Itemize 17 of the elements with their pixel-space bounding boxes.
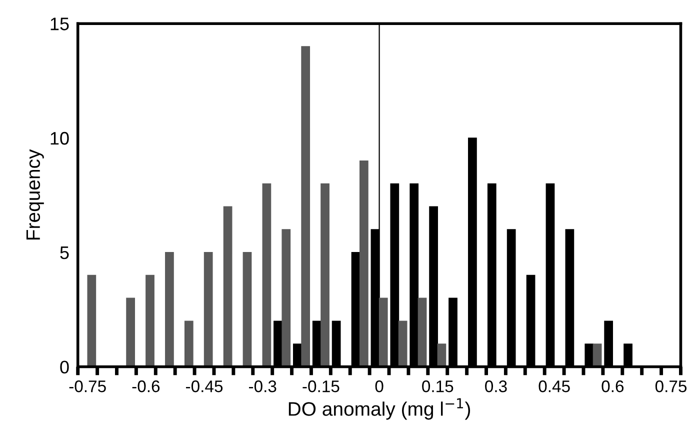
y-tick-label: 5 — [60, 246, 69, 260]
x-tick-label: 0.15 — [422, 380, 454, 392]
x-tick-label: 0.3 — [485, 380, 507, 392]
x-tick-label: -0.3 — [248, 380, 276, 392]
y-tick-label: 10 — [50, 132, 69, 145]
y-tick-label: 0 — [60, 360, 69, 374]
x-tick-label: 0.75 — [655, 380, 687, 392]
x-tick-label: 0.45 — [538, 380, 570, 392]
x-tick-label: 0 — [375, 380, 384, 392]
y-tick-label: 15 — [50, 18, 69, 30]
x-tick-label: -0.75 — [69, 380, 106, 392]
x-tick-label: -0.6 — [132, 380, 160, 392]
x-tick-label: -0.15 — [302, 380, 340, 392]
x-tick-label: 0.6 — [602, 380, 624, 392]
y-axis-title: Frequency — [26, 149, 44, 240]
x-tick-label: -0.45 — [186, 380, 223, 392]
x-axis-title: DO anomaly (mg l$^{−1}$) — [288, 398, 470, 420]
